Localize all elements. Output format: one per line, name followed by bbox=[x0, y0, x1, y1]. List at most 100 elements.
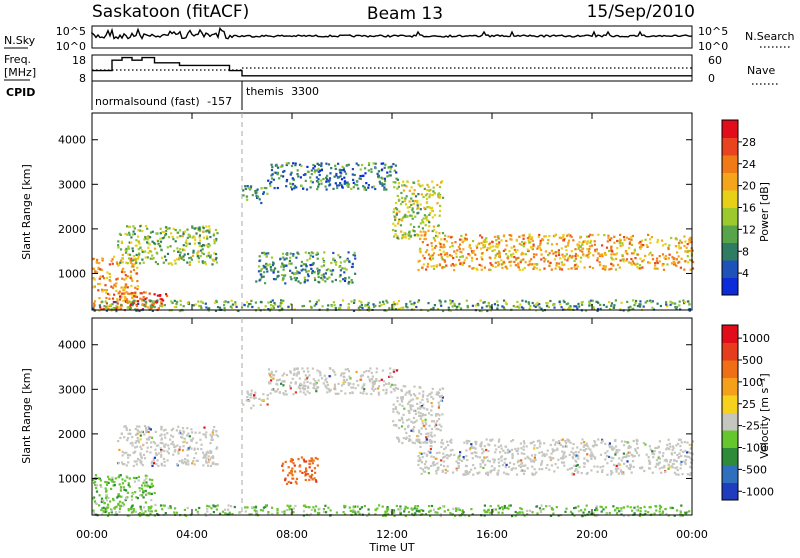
scatter-cell bbox=[322, 508, 325, 511]
scatter-cell bbox=[263, 271, 266, 274]
scatter-cell bbox=[402, 306, 405, 309]
scatter-cell bbox=[618, 464, 621, 467]
scatter-cell bbox=[655, 509, 658, 512]
scatter-cell bbox=[440, 304, 443, 307]
scatter-cell bbox=[377, 170, 380, 173]
scatter-cell bbox=[302, 370, 305, 373]
scatter-cell bbox=[561, 438, 565, 441]
scatter-cell bbox=[400, 400, 404, 403]
scatter-cell bbox=[489, 470, 492, 473]
scatter-cell bbox=[445, 454, 448, 457]
scatter-cell bbox=[147, 430, 150, 433]
scatter-cell bbox=[343, 271, 346, 274]
scatter-cell bbox=[566, 244, 570, 247]
scatter-cell bbox=[480, 241, 483, 245]
scatter-cell bbox=[270, 307, 273, 310]
scatter-cell bbox=[130, 236, 133, 239]
scatter-cell bbox=[347, 382, 350, 385]
scatter-cell bbox=[112, 499, 115, 502]
scatter-cell bbox=[381, 505, 384, 508]
scatter-cell bbox=[656, 302, 659, 305]
scatter-cell bbox=[346, 164, 349, 167]
scatter-cell bbox=[531, 301, 534, 305]
scatter-cell bbox=[571, 473, 574, 476]
scatter-cell bbox=[215, 433, 218, 437]
scatter-cell bbox=[117, 240, 120, 243]
scatter-cell bbox=[410, 303, 413, 306]
scatter-cell bbox=[332, 251, 335, 255]
scatter-cell bbox=[530, 460, 533, 463]
scatter-cell bbox=[689, 461, 693, 464]
scatter-cell bbox=[278, 391, 281, 394]
scatter-cell bbox=[272, 304, 275, 308]
scatter-cell bbox=[678, 300, 681, 303]
scatter-cell bbox=[212, 504, 215, 507]
scatter-cell bbox=[621, 258, 624, 261]
scatter-cell bbox=[470, 468, 473, 471]
scatter-cell bbox=[683, 460, 686, 463]
scatter-cell bbox=[392, 408, 395, 411]
scatter-cell bbox=[425, 436, 428, 439]
scatter-cell bbox=[432, 420, 435, 423]
scatter-cell bbox=[149, 451, 152, 454]
scatter-cell bbox=[427, 472, 430, 475]
scatter-cell bbox=[446, 255, 449, 258]
scatter-cell bbox=[284, 274, 287, 277]
scatter-cell bbox=[298, 163, 302, 166]
time-axis-ticks: 00:00 04:00 08:00 12:00 16:00 20:00 00:00 bbox=[76, 528, 708, 541]
scatter-cell bbox=[294, 504, 297, 507]
scatter-cell bbox=[489, 505, 492, 508]
scatter-cell bbox=[485, 472, 488, 475]
scatter-cell bbox=[340, 372, 343, 375]
scatter-cell bbox=[608, 442, 611, 445]
scatter-cell bbox=[223, 301, 226, 304]
scatter-cell bbox=[311, 181, 314, 184]
scatter-cell bbox=[567, 233, 570, 236]
scatter-cell bbox=[181, 427, 185, 430]
scatter-cell bbox=[620, 470, 623, 473]
scatter-cell bbox=[683, 235, 686, 238]
scatter-cell bbox=[573, 265, 576, 268]
scatter-cell bbox=[284, 460, 287, 463]
scatter-cell bbox=[105, 481, 109, 484]
scatter-cell bbox=[575, 460, 578, 463]
scatter-cell bbox=[247, 187, 250, 190]
scatter-cell bbox=[418, 431, 421, 434]
scatter-cell bbox=[202, 433, 205, 436]
scatter-cell bbox=[144, 501, 147, 504]
scatter-cell bbox=[161, 305, 164, 308]
scatter-cell bbox=[151, 257, 154, 261]
scatter-cell bbox=[491, 245, 495, 248]
scatter-cell bbox=[468, 440, 471, 443]
scatter-cell bbox=[160, 248, 163, 251]
scatter-cell bbox=[454, 514, 457, 517]
scatter-cell bbox=[112, 497, 115, 500]
scatter-cell bbox=[119, 486, 123, 489]
scatter-cell bbox=[531, 263, 534, 266]
scatter-cell bbox=[335, 172, 338, 176]
scatter-cell bbox=[430, 402, 433, 405]
scatter-cell bbox=[532, 440, 535, 443]
scatter-cell bbox=[304, 278, 307, 282]
colorbar-segment bbox=[722, 360, 738, 378]
scatter-cell bbox=[92, 509, 95, 512]
scatter-cell bbox=[313, 304, 316, 307]
scatter-cell bbox=[479, 234, 482, 237]
scatter-cell bbox=[103, 502, 106, 505]
scatter-cell bbox=[293, 187, 296, 190]
scatter-cell bbox=[479, 465, 482, 468]
scatter-cell bbox=[393, 235, 396, 238]
scatter-cell bbox=[448, 254, 451, 257]
scatter-cell bbox=[596, 307, 600, 311]
scatter-cell bbox=[656, 267, 659, 270]
scatter-cell bbox=[246, 392, 249, 395]
scatter-cell bbox=[105, 499, 109, 502]
scatter-cell bbox=[485, 448, 488, 452]
scatter-cell bbox=[457, 305, 460, 308]
scatter-cell bbox=[432, 306, 435, 309]
colorbar-frame bbox=[721, 324, 739, 501]
scatter-cell bbox=[394, 207, 398, 210]
scatter-cell bbox=[294, 470, 297, 473]
scatter-cell bbox=[451, 513, 454, 516]
scatter-cell bbox=[367, 305, 370, 308]
